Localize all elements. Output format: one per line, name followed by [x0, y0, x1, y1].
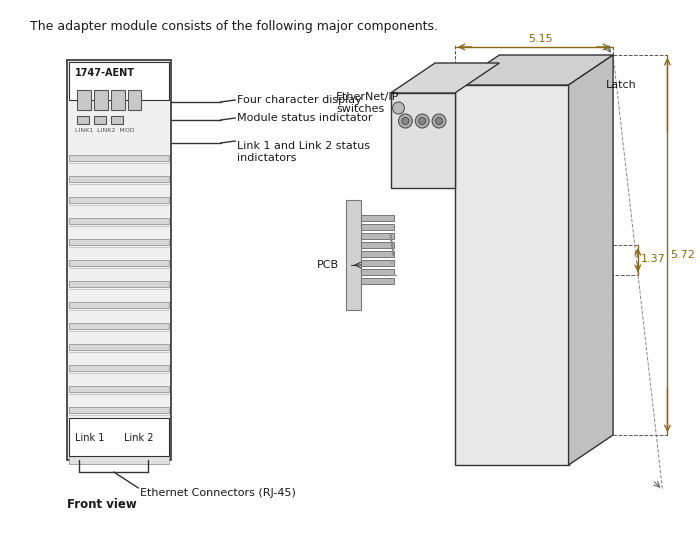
- Text: 1.37: 1.37: [640, 254, 666, 264]
- Bar: [69, 323, 169, 329]
- Bar: [69, 418, 169, 456]
- Text: 1747-AENT: 1747-AENT: [75, 68, 135, 78]
- Bar: [77, 116, 89, 124]
- Bar: [499, 250, 511, 300]
- Circle shape: [415, 114, 429, 128]
- Bar: [69, 450, 169, 464]
- Text: EtherNet/IP
switches: EtherNet/IP switches: [336, 92, 400, 114]
- Circle shape: [398, 114, 412, 128]
- Text: Four character display: Four character display: [237, 95, 362, 105]
- Bar: [69, 407, 169, 413]
- Bar: [69, 344, 169, 350]
- Polygon shape: [391, 93, 455, 188]
- Bar: [351, 233, 393, 239]
- Bar: [69, 302, 169, 308]
- Bar: [69, 197, 169, 203]
- Bar: [351, 251, 393, 257]
- Bar: [346, 200, 361, 310]
- Bar: [69, 218, 169, 224]
- Bar: [67, 60, 171, 460]
- Text: Module status indictator: Module status indictator: [237, 113, 373, 123]
- Bar: [111, 116, 122, 124]
- Bar: [69, 62, 169, 100]
- Bar: [69, 155, 169, 161]
- Text: Front view: Front view: [67, 498, 137, 511]
- Bar: [351, 242, 393, 248]
- Bar: [351, 278, 393, 284]
- Polygon shape: [391, 63, 499, 93]
- Bar: [77, 90, 91, 110]
- Text: Latch: Latch: [606, 80, 637, 90]
- Bar: [94, 116, 106, 124]
- Bar: [351, 269, 393, 275]
- Bar: [351, 224, 393, 230]
- Circle shape: [419, 118, 426, 125]
- Text: Ethernet Connectors (RJ-45): Ethernet Connectors (RJ-45): [141, 488, 296, 498]
- Text: Link 2: Link 2: [124, 433, 153, 443]
- Bar: [69, 428, 169, 446]
- Text: Link 1 and Link 2 status
indictators: Link 1 and Link 2 status indictators: [237, 141, 370, 163]
- Circle shape: [402, 118, 409, 125]
- Bar: [127, 90, 141, 110]
- Bar: [351, 215, 393, 221]
- Text: 5.15: 5.15: [528, 34, 553, 44]
- Text: The adapter module consists of the following major components.: The adapter module consists of the follo…: [29, 20, 437, 33]
- Bar: [69, 365, 169, 371]
- Text: PCB: PCB: [316, 260, 339, 270]
- Circle shape: [432, 114, 446, 128]
- Polygon shape: [455, 55, 613, 85]
- Bar: [578, 95, 598, 130]
- Bar: [69, 176, 169, 182]
- Circle shape: [435, 118, 442, 125]
- Bar: [111, 90, 125, 110]
- Bar: [69, 239, 169, 245]
- Bar: [69, 260, 169, 266]
- Text: Link 1: Link 1: [75, 433, 104, 443]
- Polygon shape: [568, 55, 613, 465]
- Polygon shape: [455, 85, 568, 465]
- Bar: [351, 260, 393, 266]
- Text: LINK1  LINK2  MOD: LINK1 LINK2 MOD: [75, 128, 135, 133]
- Bar: [69, 281, 169, 287]
- Bar: [94, 90, 108, 110]
- Text: 5.72: 5.72: [671, 250, 695, 260]
- Circle shape: [393, 102, 405, 114]
- Bar: [69, 386, 169, 392]
